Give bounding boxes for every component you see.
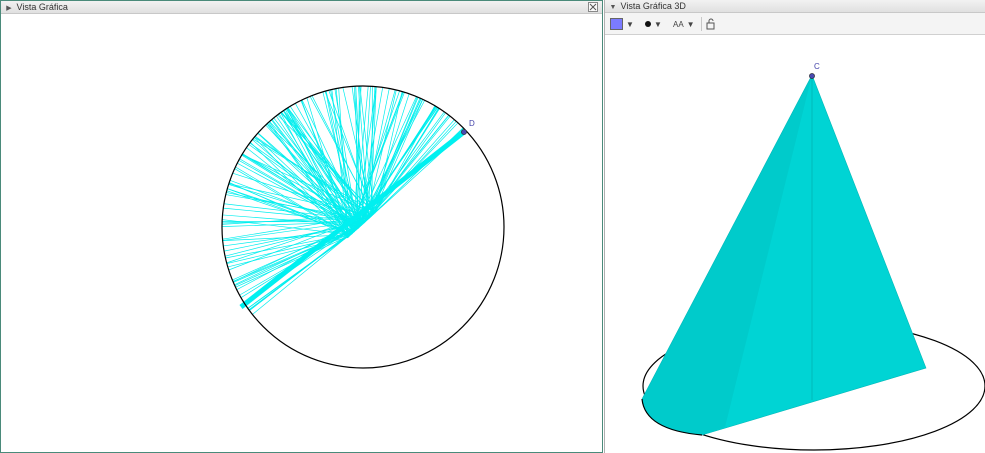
sector-segment <box>228 184 362 226</box>
text-style-button[interactable]: AA ▼ <box>673 16 695 32</box>
point-style-icon <box>645 21 651 27</box>
sector-segment <box>351 86 370 219</box>
point-style-button[interactable]: ▼ <box>645 16 662 32</box>
sector-segment <box>283 110 360 228</box>
sector-segment <box>248 215 372 311</box>
lock-icon <box>706 18 715 30</box>
drawing-canvas-2d[interactable]: D <box>1 15 602 453</box>
sector-segment <box>223 203 367 221</box>
sector-segment <box>227 236 349 268</box>
sector-segment <box>355 105 436 231</box>
sector-segment <box>249 222 365 311</box>
sector-segment <box>280 112 348 239</box>
sector-segment <box>330 89 358 230</box>
style-toolbar-3d: ▼ ▼ AA ▼ <box>605 13 985 35</box>
graphics-view-2d-titlebar[interactable]: ▶ Vista Gráfica <box>1 1 602 14</box>
sector-segment <box>253 137 350 237</box>
sector-segment <box>246 147 354 233</box>
point-c-label: C <box>814 62 820 71</box>
sector-segment <box>289 106 367 222</box>
drawing-canvas-3d[interactable]: C <box>605 35 985 453</box>
sector-segment <box>342 87 373 216</box>
graphics-view-3d-titlebar[interactable]: ▼ Vista Gráfica 3D <box>605 0 985 13</box>
graphics-view-2d-title: Vista Gráfica <box>16 2 68 12</box>
circle[interactable] <box>221 85 505 369</box>
color-button[interactable]: ▼ <box>610 16 634 32</box>
chevron-down-icon: ▼ <box>654 19 662 29</box>
sector-segment <box>239 158 359 229</box>
sector-segment <box>365 89 397 222</box>
sector-segment <box>233 229 358 283</box>
sector-fan <box>221 85 466 315</box>
sector-segment <box>324 91 375 214</box>
collapse-arrow-icon[interactable]: ▼ <box>609 4 617 11</box>
sector-segment <box>364 86 377 223</box>
sector-segment <box>361 86 371 225</box>
expand-arrow-icon[interactable]: ▶ <box>6 5 12 12</box>
sector-segment <box>309 96 375 215</box>
sector-segment <box>271 119 355 232</box>
chevron-down-icon: ▼ <box>626 19 634 29</box>
sector-segment <box>229 179 359 229</box>
close-icon[interactable] <box>588 2 598 12</box>
sector-segment <box>237 162 359 229</box>
sector-diameter <box>239 130 466 309</box>
sector-segment <box>281 111 364 225</box>
sector-segment <box>241 154 361 227</box>
sector-segment <box>286 108 351 237</box>
sector-segment <box>353 86 369 232</box>
sector-segment <box>266 123 368 221</box>
text-style-icon: AA <box>673 19 684 29</box>
chevron-down-icon: ▼ <box>686 19 695 29</box>
color-swatch-icon <box>610 18 623 30</box>
lock-button[interactable] <box>706 16 716 32</box>
graphics-view-3d[interactable]: ▼ Vista Gráfica 3D ▼ ▼ AA ▼ <box>604 0 985 453</box>
cone-shade <box>642 75 812 435</box>
sector-segment <box>252 223 364 315</box>
sector-segment <box>222 214 374 225</box>
close-glyph-icon <box>589 3 597 11</box>
sector-segment <box>367 112 446 220</box>
sector-segment <box>252 138 376 214</box>
sector-segment <box>226 190 353 235</box>
point-c[interactable] <box>809 73 815 79</box>
sector-segment <box>249 142 364 225</box>
sector-segment <box>242 153 366 222</box>
sector-segment <box>311 95 374 215</box>
cone-base-edge <box>641 398 703 436</box>
sector-segment <box>278 113 353 235</box>
graphics-view-3d-title: Vista Gráfica 3D <box>620 1 686 11</box>
sector-segment <box>228 182 352 235</box>
sector-segment <box>358 115 451 228</box>
sector-segment <box>355 86 365 224</box>
toolbar-separator <box>701 17 702 31</box>
sector-segment <box>235 166 351 236</box>
graphics-view-2d[interactable]: ▶ Vista Gráfica D <box>0 0 603 453</box>
sector-segment <box>254 135 356 232</box>
sector-segment <box>221 221 366 227</box>
sector-segment <box>356 115 450 230</box>
sector-segment <box>367 86 376 220</box>
sector-segment <box>235 235 351 288</box>
point-d[interactable] <box>461 129 467 135</box>
point-d-label: D <box>469 119 475 128</box>
sector-segment <box>357 119 455 229</box>
sector-segment <box>306 97 349 238</box>
